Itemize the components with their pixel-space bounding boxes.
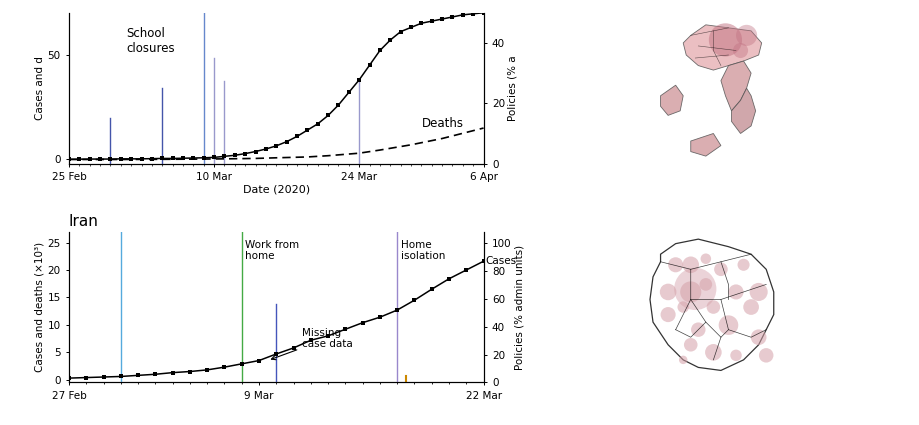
Text: Missing
case data: Missing case data xyxy=(271,328,353,360)
Y-axis label: Policies (% a: Policies (% a xyxy=(507,55,517,121)
Text: Deaths: Deaths xyxy=(421,117,463,130)
Circle shape xyxy=(698,278,711,291)
Circle shape xyxy=(683,338,697,351)
Circle shape xyxy=(749,283,766,301)
Circle shape xyxy=(679,281,700,303)
Circle shape xyxy=(718,315,737,335)
Circle shape xyxy=(659,283,675,300)
Circle shape xyxy=(708,23,742,57)
Circle shape xyxy=(728,284,743,300)
Circle shape xyxy=(660,307,675,322)
Circle shape xyxy=(737,259,749,271)
Circle shape xyxy=(676,301,688,313)
Circle shape xyxy=(706,300,720,314)
Circle shape xyxy=(735,25,756,46)
Text: Iran: Iran xyxy=(69,214,98,229)
Circle shape xyxy=(758,348,773,363)
Polygon shape xyxy=(660,85,683,115)
Circle shape xyxy=(732,43,747,58)
X-axis label: Date (2020): Date (2020) xyxy=(243,185,310,195)
Y-axis label: Cases and d: Cases and d xyxy=(35,56,45,120)
Circle shape xyxy=(750,329,766,345)
Circle shape xyxy=(682,256,698,273)
Text: School
closures: School closures xyxy=(126,28,175,55)
Polygon shape xyxy=(690,133,720,156)
Y-axis label: Cases and deaths (×10³): Cases and deaths (×10³) xyxy=(35,242,45,372)
Circle shape xyxy=(730,350,741,361)
Circle shape xyxy=(704,344,720,361)
Polygon shape xyxy=(683,25,761,70)
Circle shape xyxy=(667,257,683,272)
Circle shape xyxy=(690,323,705,337)
Text: Cases: Cases xyxy=(485,256,516,266)
Polygon shape xyxy=(650,239,773,371)
Circle shape xyxy=(699,253,710,264)
Polygon shape xyxy=(731,88,754,133)
Text: Work from
home: Work from home xyxy=(245,240,299,261)
Circle shape xyxy=(743,299,758,315)
Circle shape xyxy=(674,268,716,310)
Circle shape xyxy=(678,356,686,364)
Y-axis label: Policies (% admin units): Policies (% admin units) xyxy=(514,244,524,370)
Polygon shape xyxy=(720,61,750,111)
Text: Home
isolation: Home isolation xyxy=(401,240,445,261)
Circle shape xyxy=(713,263,727,276)
